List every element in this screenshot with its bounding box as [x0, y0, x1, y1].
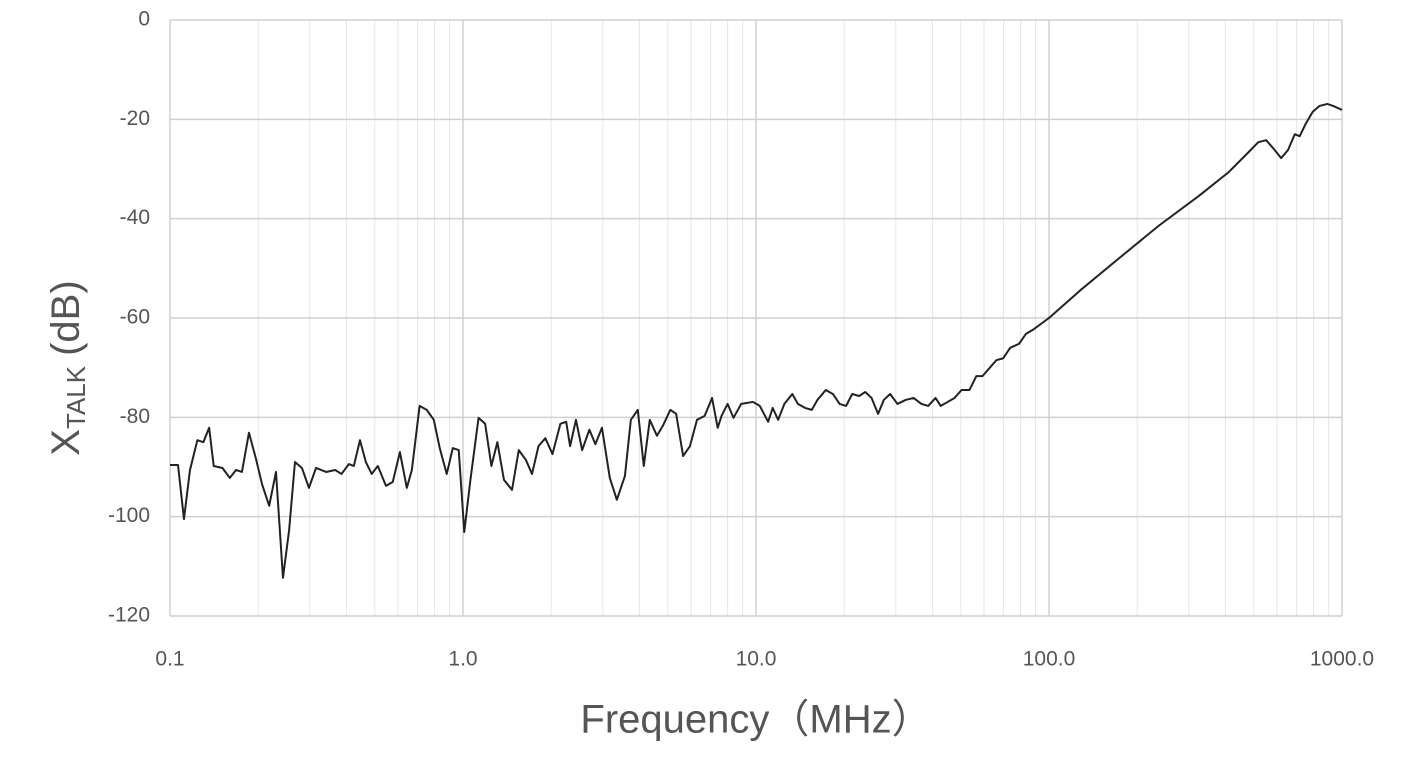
x-axis-title: Frequency（MHz） — [580, 698, 931, 742]
y-tick-label: 0 — [138, 8, 150, 31]
y-axis-title-suffix: (dB) — [44, 280, 88, 356]
x-tick-label: 10.0 — [736, 648, 777, 671]
y-tick-label: -80 — [120, 405, 150, 428]
y-axis-title-main: X — [44, 429, 88, 456]
y-tick-label: -60 — [120, 306, 150, 329]
y-axis-title: XTALK (dB) — [44, 280, 91, 455]
y-tick-label: -120 — [108, 604, 150, 627]
y-axis-title-subscript: TALK — [61, 365, 91, 429]
x-tick-label: 1000.0 — [1310, 648, 1374, 671]
data-line — [170, 102, 1343, 579]
y-tick-label: -100 — [108, 504, 150, 527]
y-tick-label: -40 — [120, 206, 150, 229]
x-tick-label: 100.0 — [1023, 648, 1076, 671]
x-tick-label: 1.0 — [448, 648, 477, 671]
y-tick-label: -20 — [120, 107, 150, 130]
x-tick-label: 0.1 — [155, 648, 184, 671]
